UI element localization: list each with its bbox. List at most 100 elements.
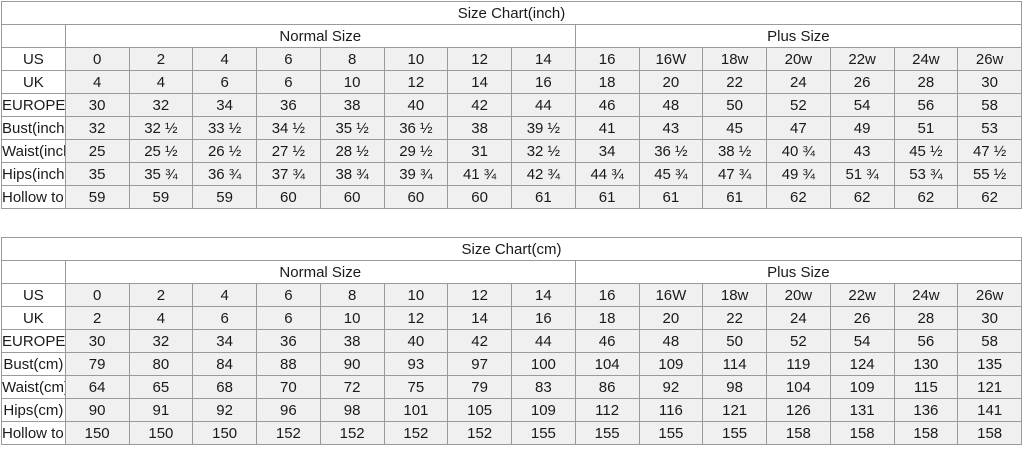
table-cell: 121 [957, 375, 1022, 399]
table-cell: 24w [893, 47, 959, 71]
table-cell: 8 [319, 47, 385, 71]
table-cell: 158 [766, 421, 831, 445]
table-cell: 4 [128, 306, 194, 330]
table-cell: 29 ½ [383, 139, 449, 163]
table-cell: 2 [64, 306, 130, 330]
table-cell: 27 ½ [256, 139, 321, 163]
group-header-plus-size: Plus Size [574, 260, 1023, 284]
table-cell: 53 ¾ [893, 162, 959, 186]
table-cell: 53 [957, 116, 1022, 140]
table-cell: 39 ¾ [383, 162, 449, 186]
table-cell: 152 [319, 421, 385, 445]
table-cell: 4 [64, 70, 130, 94]
table-cell: 136 [893, 398, 959, 422]
table-cell: 62 [766, 185, 831, 209]
table-cell: 130 [893, 352, 959, 376]
table-cell: 158 [829, 421, 895, 445]
table-cell: 45 ½ [893, 139, 959, 163]
table-cell: 50 [702, 93, 767, 117]
table-cell: 34 [574, 139, 640, 163]
table-cell: 150 [64, 421, 130, 445]
group-header-normal-size: Normal Size [64, 24, 576, 48]
table-cell: 34 [192, 93, 257, 117]
size-chart-cm-table: Size Chart(cm) Normal Size Plus Size US 0 2 4… [1, 237, 1023, 445]
table-cell: 10 [319, 70, 385, 94]
table-cell: 4 [128, 70, 194, 94]
table-cell: 35 ¾ [128, 162, 194, 186]
table-cell: 64 [64, 375, 130, 399]
table-cell: 60 [447, 185, 512, 209]
table-cell: 18 [574, 70, 640, 94]
table-cell: 109 [829, 375, 895, 399]
table-cell: 90 [319, 352, 385, 376]
table-cell: 36 ½ [383, 116, 449, 140]
row-label: US [1, 47, 66, 71]
table-cell: 51 ¾ [829, 162, 895, 186]
row-label: Waist(cm) [1, 375, 66, 399]
table-cell: 28 ½ [319, 139, 385, 163]
table-row: Waist(cm) 64 65 68 70 72 75 79 83 86 92 98 104 109 115… [1, 375, 1022, 399]
table-cell: 98 [319, 398, 385, 422]
table-cell: 16 [574, 47, 640, 71]
table-cell: 2 [128, 47, 194, 71]
table-cell: 54 [829, 329, 895, 353]
table-cell: 26 [829, 306, 895, 330]
table-cell: 38 [319, 93, 385, 117]
table-cell: 22 [702, 306, 767, 330]
table-cell: 38 [319, 329, 385, 353]
table-cell: 46 [574, 329, 640, 353]
table-cell: 92 [192, 398, 257, 422]
table-cell: 52 [766, 93, 831, 117]
table-cell: 4 [192, 283, 257, 307]
row-label: EUROPE [1, 93, 66, 117]
table-cell: 93 [383, 352, 449, 376]
table-cell: 152 [447, 421, 512, 445]
row-label: Hips(inch) [1, 162, 66, 186]
table-cell: 51 [893, 116, 959, 140]
table-cell: 150 [192, 421, 257, 445]
table-cell: 28 [893, 306, 959, 330]
group-header-plus-size: Plus Size [574, 24, 1023, 48]
table-cell: 38 ½ [702, 139, 767, 163]
table-cell: 152 [256, 421, 321, 445]
table-cell: 39 ½ [511, 116, 576, 140]
table-cell: 48 [638, 93, 704, 117]
table-cell: 40 [383, 329, 449, 353]
table-cell: 26w [957, 47, 1022, 71]
table-cell: 16W [638, 47, 704, 71]
table-cell: 112 [574, 398, 640, 422]
table-cell: 92 [638, 375, 704, 399]
table-cell: 36 [256, 329, 321, 353]
row-label: EUROPE [1, 329, 66, 353]
table-cell: 101 [383, 398, 449, 422]
table-cell: 119 [766, 352, 831, 376]
table-cell: 62 [829, 185, 895, 209]
row-label: UK [1, 70, 66, 94]
table-cell: 12 [447, 47, 512, 71]
table-cell: 116 [638, 398, 704, 422]
table-cell: 38 [447, 116, 512, 140]
table-cell: 18w [702, 283, 767, 307]
table-cell: 70 [256, 375, 321, 399]
table-cell: 38 ¾ [319, 162, 385, 186]
table-cell: 37 ¾ [256, 162, 321, 186]
table-cell: 44 ¾ [574, 162, 640, 186]
chart-title: Size Chart(inch) [1, 1, 1022, 25]
table-cell: 31 [447, 139, 512, 163]
table-cell: 48 [638, 329, 704, 353]
table-cell: 65 [128, 375, 194, 399]
table-cell: 60 [256, 185, 321, 209]
table-cell: 12 [383, 306, 449, 330]
table-cell: 6 [256, 47, 321, 71]
table-cell: 46 [574, 93, 640, 117]
table-cell: 14 [447, 306, 512, 330]
table-cell: 56 [893, 329, 959, 353]
cm-table-body: Size Chart(cm) Normal Size Plus Size US 0 2 4… [1, 237, 1023, 445]
table-cell: 45 ¾ [638, 162, 704, 186]
table-cell: 30 [957, 306, 1022, 330]
table-cell: 16W [638, 283, 704, 307]
table-cell: 58 [957, 93, 1022, 117]
table-cell: 32 [128, 93, 194, 117]
table-cell: 135 [957, 352, 1022, 376]
